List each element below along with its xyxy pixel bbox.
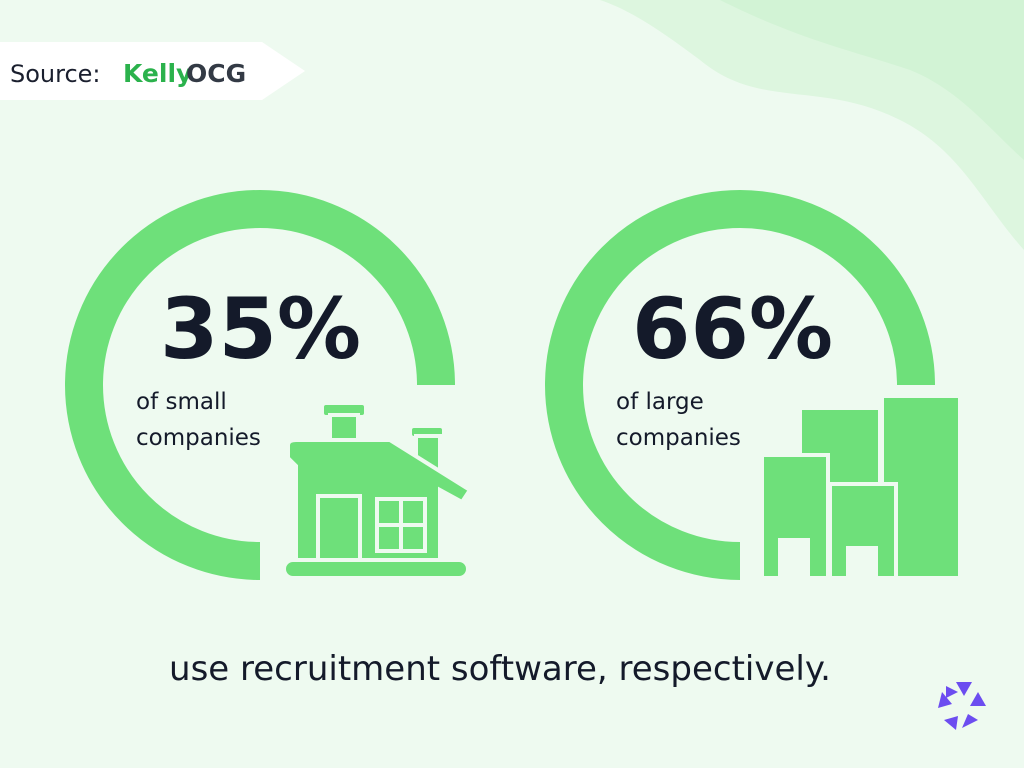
source-tag [0,42,305,100]
brand: Kelly [123,59,192,88]
brand: OCG [186,59,246,88]
bg-wave [720,0,1024,160]
source-label: Source: [10,60,101,88]
buildings-icon [760,394,962,582]
stat-value: 66% [632,280,833,378]
stat-label: companies [136,425,261,451]
house-icon [282,401,473,580]
ring [65,190,455,580]
stat-label: of large [616,389,704,415]
ring [545,190,935,580]
stat-value: 35% [160,280,361,378]
footer-text: use recruitment software, respectively. [169,649,831,689]
logo [938,682,986,730]
stat-label: of small [136,389,227,415]
stat-label: companies [616,425,741,451]
